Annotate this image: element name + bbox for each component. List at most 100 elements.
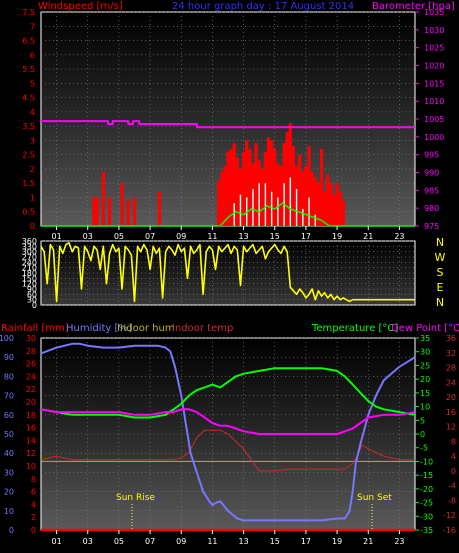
wind-y-tick: 0.5	[22, 208, 35, 217]
gust-bar	[252, 188, 254, 226]
rain-y-tick: 20	[26, 398, 36, 407]
indoor-temp-y-tick: 8	[451, 437, 456, 446]
humidity-y-tick: 10	[4, 507, 14, 516]
wind-y-tick: 4.5	[22, 94, 35, 103]
wind-direction-line	[40, 242, 415, 303]
wind-bar	[276, 163, 280, 226]
rain-y-tick: 26	[26, 360, 36, 369]
baro-y-tick: 1000	[424, 133, 444, 142]
dewpoint-line	[40, 408, 416, 435]
wind-bar	[226, 151, 230, 226]
gust-bar	[314, 214, 316, 226]
baro-y-tick: 1025	[424, 44, 444, 53]
dir-y-tick: 60	[27, 290, 37, 299]
wind-y-tick: 0	[30, 222, 35, 231]
indoor-temp-y-tick: -4	[448, 482, 456, 491]
humidity-y-tick: 50	[4, 430, 14, 439]
temperature-line	[40, 367, 416, 419]
wind-bar	[307, 146, 311, 226]
gust-bar	[258, 183, 260, 226]
temp-y-tick: 30	[420, 348, 430, 357]
indoor-temp-y-tick: 28	[446, 364, 456, 373]
temp-x-tick: 23	[394, 537, 404, 546]
dir-y-tick: 240	[22, 258, 37, 267]
baro-y-tick: 1020	[424, 62, 444, 71]
rainfall-title: Rainfall [mm]	[1, 323, 69, 334]
wind-bar	[120, 183, 124, 226]
wind-axes: 0 0.5 1 1.5 2 2.5 3 3.5 4 4.5 5 5.5 6 6.5 7 7.5 975 980 98…	[22, 8, 444, 241]
indoor-temp-y-tick: 24	[446, 378, 456, 387]
temp-y-tick: 35	[420, 334, 430, 343]
rain-y-tick: 12	[26, 449, 36, 458]
wind-bar	[304, 166, 308, 226]
rain-y-tick: 2	[31, 513, 36, 522]
temp-y-tick: -20	[420, 485, 433, 494]
wind-x-tick: 09	[176, 232, 186, 241]
wind-bar	[254, 143, 258, 226]
rain-y-tick: 4	[31, 500, 36, 509]
wind-bar	[291, 146, 296, 226]
indoor-temp-title: Indoor temp	[172, 323, 233, 334]
wind-bar	[288, 123, 292, 226]
wind-y-tick: 2	[30, 165, 35, 174]
gust-bar	[233, 203, 235, 226]
wind-bar	[101, 171, 105, 226]
indoor-temp-y-tick: 12	[446, 423, 456, 432]
wind-bar	[217, 180, 221, 226]
gust-bar	[270, 191, 273, 226]
wind-x-tick: 05	[114, 232, 124, 241]
temp-x-tick: 07	[145, 537, 155, 546]
wind-x-tick: 11	[207, 232, 217, 241]
rain-y-tick: 24	[26, 372, 36, 381]
dir-y-tick: 360	[22, 237, 37, 246]
wind-x-tick: 07	[145, 232, 155, 241]
wind-bar	[298, 154, 302, 226]
rain-y-tick: 16	[26, 424, 36, 433]
wind-bar	[301, 171, 305, 226]
sun-set-label: Sun Set	[357, 493, 392, 503]
temp-y-tick: -25	[420, 499, 433, 508]
temperature-title: Temperature [°C]	[311, 323, 398, 334]
wind-bar	[223, 166, 227, 226]
humidity-y-tick: 100	[0, 334, 14, 343]
baro-y-tick: 1030	[424, 26, 444, 35]
wind-y-tick: 4	[30, 108, 35, 117]
wind-bar	[248, 148, 252, 226]
wind-bar	[310, 171, 314, 226]
compass-label: N	[436, 236, 444, 249]
dir-y-tick: 0	[32, 301, 37, 310]
sun-rise-label: Sun Rise	[116, 493, 155, 503]
temp-x-tick: 15	[270, 537, 280, 546]
dir-y-tick: 210	[22, 264, 37, 273]
gust-bar	[264, 183, 267, 226]
wind-series	[41, 120, 415, 227]
rain-y-tick: 30	[26, 334, 36, 343]
wind-bar	[285, 131, 289, 226]
barometer-title: Barometer [hpa]	[372, 1, 455, 12]
temp-y-tick: -35	[420, 526, 433, 535]
gust-bar	[295, 188, 298, 226]
indoor-temp-y-tick: 16	[446, 408, 456, 417]
baro-y-tick: 985	[424, 186, 439, 195]
dir-y-tick: 30	[27, 296, 37, 305]
temp-y-tick: -10	[420, 457, 433, 466]
temp-x-tick: 05	[114, 537, 124, 546]
indoor-temp-y-tick: -16	[443, 526, 456, 535]
indoor-temp-y-tick: -8	[448, 496, 456, 505]
baro-y-tick: 980	[424, 204, 439, 213]
rain-y-tick: 18	[26, 411, 36, 420]
wind-y-tick: 6	[30, 51, 35, 60]
temp-y-tick: 25	[420, 361, 430, 370]
wind-bar	[319, 148, 324, 226]
wind-y-tick: 3	[30, 136, 35, 145]
rain-y-tick: 0	[31, 526, 36, 535]
wind-x-tick: 01	[51, 232, 61, 241]
wind-bar	[229, 148, 233, 226]
dir-y-tick: 300	[22, 248, 37, 257]
indoor-temp-y-tick: -12	[443, 511, 456, 520]
wind-bar	[235, 157, 239, 226]
wind-bar	[341, 200, 345, 226]
wind-bar	[266, 137, 271, 226]
wind-y-tick: 2.5	[22, 151, 35, 160]
